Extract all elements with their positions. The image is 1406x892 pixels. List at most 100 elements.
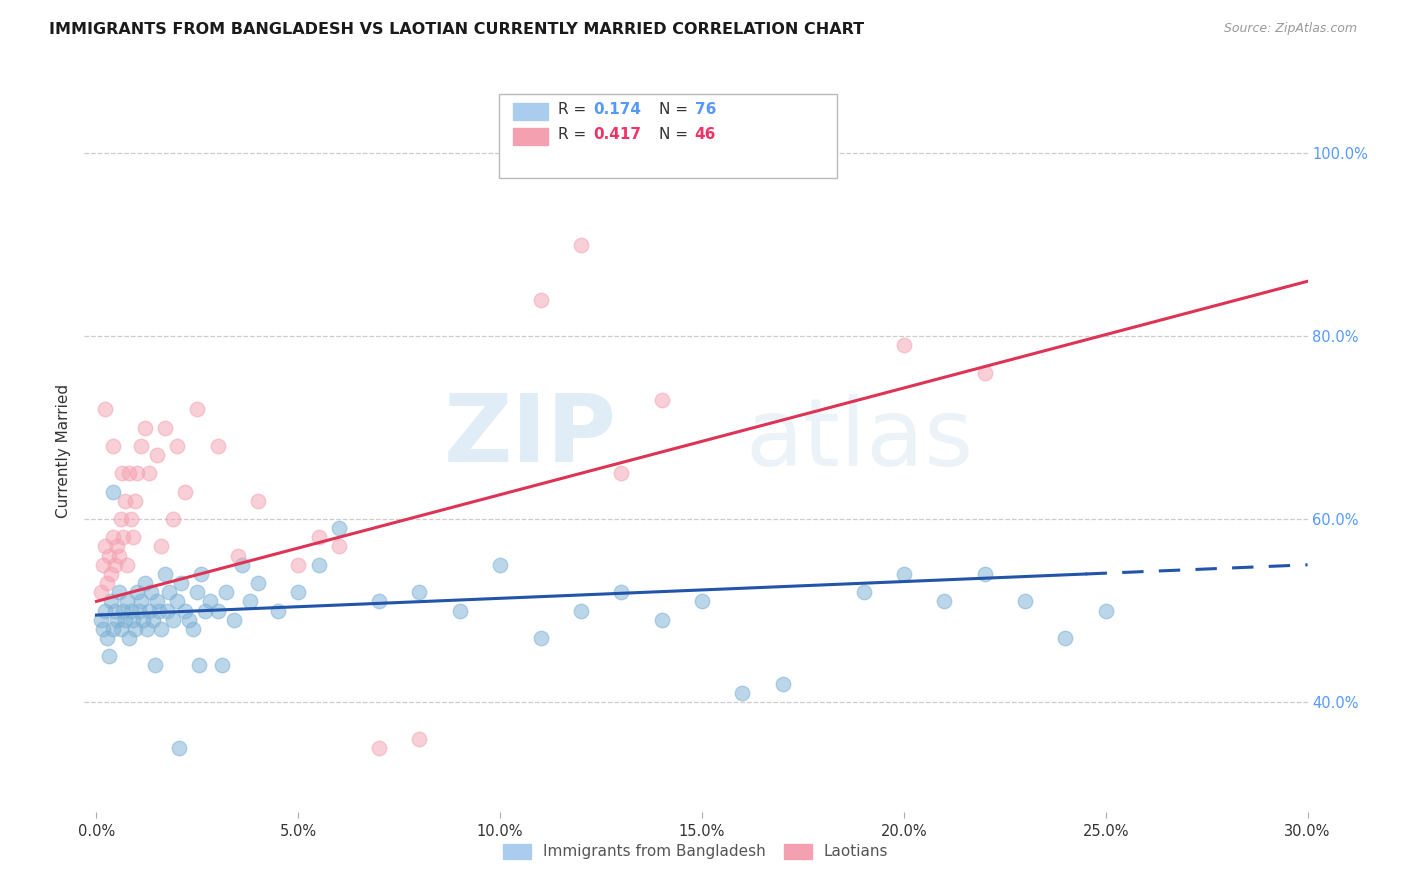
Point (408, 585, 430, 599)
Point (207, 439, 229, 453)
Point (529, 631, 551, 645)
Point (162, 512, 184, 526)
Text: Source: ZipAtlas.com: Source: ZipAtlas.com (1223, 22, 1357, 36)
Point (610, 467, 633, 481)
Point (569, 603, 592, 617)
Point (125, 585, 148, 599)
Point (198, 594, 221, 608)
Point (214, 585, 236, 599)
Point (174, 484, 197, 499)
Point (110, 512, 132, 526)
Point (1014, 594, 1036, 608)
Point (157, 585, 180, 599)
Y-axis label: Currently Married: Currently Married (56, 384, 72, 517)
Point (101, 622, 124, 636)
Point (934, 594, 956, 608)
Point (690, 594, 713, 608)
Point (150, 622, 173, 636)
Point (1094, 603, 1116, 617)
Point (105, 540, 128, 554)
Point (94, 402, 117, 417)
Point (110, 467, 132, 481)
Point (166, 594, 188, 608)
Point (569, 237, 592, 252)
Point (138, 603, 160, 617)
Point (146, 448, 169, 462)
Point (115, 594, 138, 608)
Point (186, 585, 208, 599)
Point (100, 594, 122, 608)
Point (1054, 631, 1077, 645)
Point (124, 622, 146, 636)
Point (194, 603, 217, 617)
Point (973, 566, 995, 581)
Point (118, 467, 141, 481)
Point (134, 420, 156, 434)
Point (142, 613, 165, 627)
Point (174, 603, 197, 617)
Point (287, 585, 309, 599)
Point (246, 493, 269, 508)
Point (121, 530, 143, 544)
Point (134, 576, 156, 591)
Text: R =: R = (558, 128, 592, 142)
Point (118, 631, 141, 645)
Point (368, 594, 391, 608)
Point (973, 366, 995, 380)
Point (103, 439, 125, 453)
Point (893, 338, 915, 352)
Point (114, 613, 136, 627)
Point (287, 558, 309, 572)
Text: 0.174: 0.174 (593, 103, 641, 117)
Text: 0.417: 0.417 (593, 128, 641, 142)
Point (89, 585, 111, 599)
Point (239, 594, 262, 608)
Point (105, 613, 128, 627)
Point (852, 585, 875, 599)
Point (129, 594, 152, 608)
Text: ZIP: ZIP (443, 390, 616, 482)
Point (179, 613, 201, 627)
Point (893, 566, 915, 581)
Point (368, 740, 391, 755)
Point (731, 686, 754, 700)
Point (186, 402, 208, 417)
Point (308, 558, 330, 572)
Point (96, 631, 118, 645)
Point (222, 613, 245, 627)
Text: N =: N = (659, 103, 693, 117)
Point (124, 493, 146, 508)
Point (115, 558, 138, 572)
Point (93, 603, 115, 617)
Point (139, 585, 162, 599)
Point (125, 467, 148, 481)
Point (104, 558, 127, 572)
Point (121, 613, 143, 627)
Point (772, 676, 794, 690)
Text: 46: 46 (695, 128, 716, 142)
Point (104, 603, 127, 617)
Point (156, 603, 179, 617)
Point (226, 549, 249, 563)
Point (148, 603, 170, 617)
Text: N =: N = (659, 128, 693, 142)
Point (100, 566, 122, 581)
Point (89, 613, 111, 627)
Point (267, 603, 290, 617)
Point (651, 613, 673, 627)
Legend: Immigrants from Bangladesh, Laotians: Immigrants from Bangladesh, Laotians (498, 838, 894, 865)
Point (183, 622, 205, 636)
Point (188, 658, 211, 673)
Point (166, 439, 188, 453)
Point (120, 603, 142, 617)
Point (111, 603, 134, 617)
Point (162, 613, 184, 627)
Point (111, 530, 134, 544)
Point (97, 649, 120, 664)
Text: IMMIGRANTS FROM BANGLADESH VS LAOTIAN CURRENTLY MARRIED CORRELATION CHART: IMMIGRANTS FROM BANGLADESH VS LAOTIAN CU… (49, 22, 865, 37)
Point (449, 603, 471, 617)
Point (138, 467, 160, 481)
Point (153, 566, 176, 581)
Point (146, 594, 169, 608)
Point (107, 585, 129, 599)
